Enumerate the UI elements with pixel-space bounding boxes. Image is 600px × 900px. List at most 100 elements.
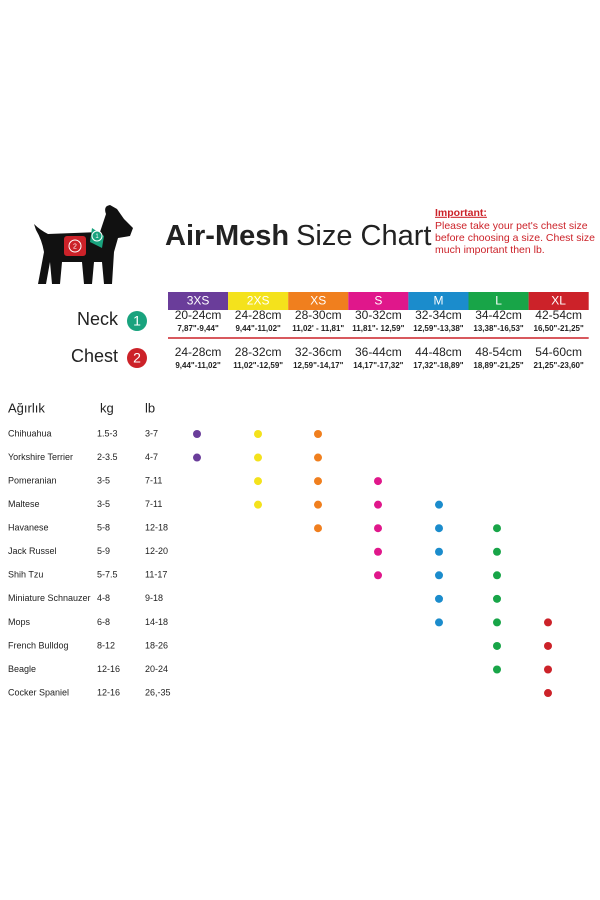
fit-dot	[435, 524, 443, 533]
breed-lb: 12-20	[145, 546, 168, 556]
title: Air-Mesh Size Chart	[165, 220, 431, 252]
size-header-cell	[288, 292, 349, 310]
fit-dot	[314, 477, 322, 486]
chest-inch: 12,59"-14,17"	[293, 361, 343, 370]
chest-number-circle	[127, 348, 147, 368]
size-header-cell	[528, 292, 589, 310]
size-label: 3XS	[187, 294, 210, 308]
fit-dot	[254, 430, 262, 438]
fit-dot	[374, 477, 382, 486]
fit-dot	[493, 641, 501, 650]
fit-dot	[493, 594, 501, 603]
breed-lb: 3-7	[145, 428, 158, 438]
fit-dot	[544, 665, 552, 674]
fit-dot	[544, 618, 552, 627]
chest-cm: 24-28cm	[175, 345, 222, 359]
breed-name: Mops	[8, 617, 31, 627]
chest-cm: 32-36cm	[295, 345, 342, 359]
neck-number: 1	[133, 313, 141, 329]
chest-label: Chest	[71, 346, 118, 366]
fit-dot	[493, 524, 501, 533]
breed-kg: 5-8	[97, 523, 110, 533]
fit-dot	[544, 689, 552, 698]
fit-dot	[374, 571, 382, 580]
chest-inch: 9,44"-11,02"	[175, 361, 221, 370]
breed-name: Miniature Schnauzer	[8, 593, 91, 603]
chest-badge: 2	[73, 243, 77, 250]
chest-inch: 21,25"-23,60"	[534, 361, 584, 370]
breed-lb: 4-7	[145, 452, 158, 462]
breed-lb: 14-18	[145, 617, 168, 627]
breed-name: Jack Russel	[8, 546, 57, 556]
chest-cm: 48-54cm	[475, 345, 522, 359]
breed-kg: 5-7.5	[97, 570, 118, 580]
breed-lb: 26,-35	[145, 687, 171, 697]
breed-lb: 9-18	[145, 593, 163, 603]
breed-lb: 20-24	[145, 664, 168, 674]
title-bold: Air-Mesh	[165, 220, 289, 252]
title-light: Size Chart	[296, 220, 431, 252]
chest-inch: 18,89"-21,25"	[473, 361, 523, 370]
fit-dot	[374, 524, 382, 533]
size-header-cell	[408, 292, 469, 310]
fit-dot	[435, 594, 443, 603]
breed-kg: 5-9	[97, 546, 110, 556]
size-label: M	[433, 294, 443, 308]
neck-cm: 32-34cm	[415, 308, 462, 322]
size-header-cell	[228, 292, 289, 310]
neck-cm: 28-30cm	[295, 308, 342, 322]
breed-kg: 4-8	[97, 593, 110, 603]
fit-dot	[435, 547, 443, 556]
dog-icon: 2 1	[34, 205, 133, 284]
neck-label: Neck	[77, 309, 119, 329]
breed-name: Shih Tzu	[8, 570, 43, 580]
breed-kg: 8-12	[97, 640, 115, 650]
breed-lb: 18-26	[145, 640, 168, 650]
fit-dot	[435, 618, 443, 627]
breed-kg: 12-16	[97, 687, 120, 697]
chest-cm: 36-44cm	[355, 345, 402, 359]
size-label: XL	[551, 294, 566, 308]
size-header-cell	[468, 292, 529, 310]
fit-dot	[374, 547, 382, 556]
breed-kg: 2-3.5	[97, 452, 118, 462]
fit-dot	[314, 524, 322, 533]
breed-name: Havanese	[8, 523, 49, 533]
fit-dot	[314, 453, 322, 462]
fit-dot	[493, 665, 501, 674]
chest-number: 2	[133, 350, 141, 366]
fit-dot	[254, 453, 262, 462]
size-header-cell	[168, 292, 229, 310]
breed-name: Yorkshire Terrier	[8, 452, 73, 462]
fit-dot	[193, 453, 201, 462]
breed-header: kg	[100, 400, 114, 415]
breed-lb: 11-17	[145, 570, 167, 580]
breed-lb: 7-11	[145, 499, 162, 509]
chest-cm: 28-32cm	[235, 345, 282, 359]
neck-inch: 7,87"-9,44"	[177, 324, 219, 333]
fit-dot	[374, 500, 382, 509]
size-label: XS	[310, 294, 326, 308]
neck-inch: 12,59"-13,38"	[413, 324, 463, 333]
size-label: L	[495, 294, 502, 308]
neck-inch: 11,02' - 11,81"	[292, 324, 344, 333]
breed-name: Maltese	[8, 499, 40, 509]
neck-cm: 34-42cm	[475, 308, 522, 322]
breed-kg: 1.5-3	[97, 428, 118, 438]
breed-name: French Bulldog	[8, 640, 69, 650]
breed-lb: 12-18	[145, 523, 168, 533]
breed-kg: 3-5	[97, 499, 110, 509]
important-line: before choosing a size. Chest size	[435, 232, 595, 244]
fit-dot	[254, 500, 262, 509]
fit-dot	[435, 571, 443, 580]
neck-cm: 42-54cm	[535, 308, 582, 322]
fit-dot	[493, 571, 501, 580]
chest-inch: 14,17"-17,32"	[353, 361, 403, 370]
size-header-cell	[348, 292, 409, 310]
fit-dot	[435, 500, 443, 509]
fit-dot	[314, 500, 322, 509]
fit-dot	[544, 641, 552, 650]
breed-kg: 12-16	[97, 664, 120, 674]
